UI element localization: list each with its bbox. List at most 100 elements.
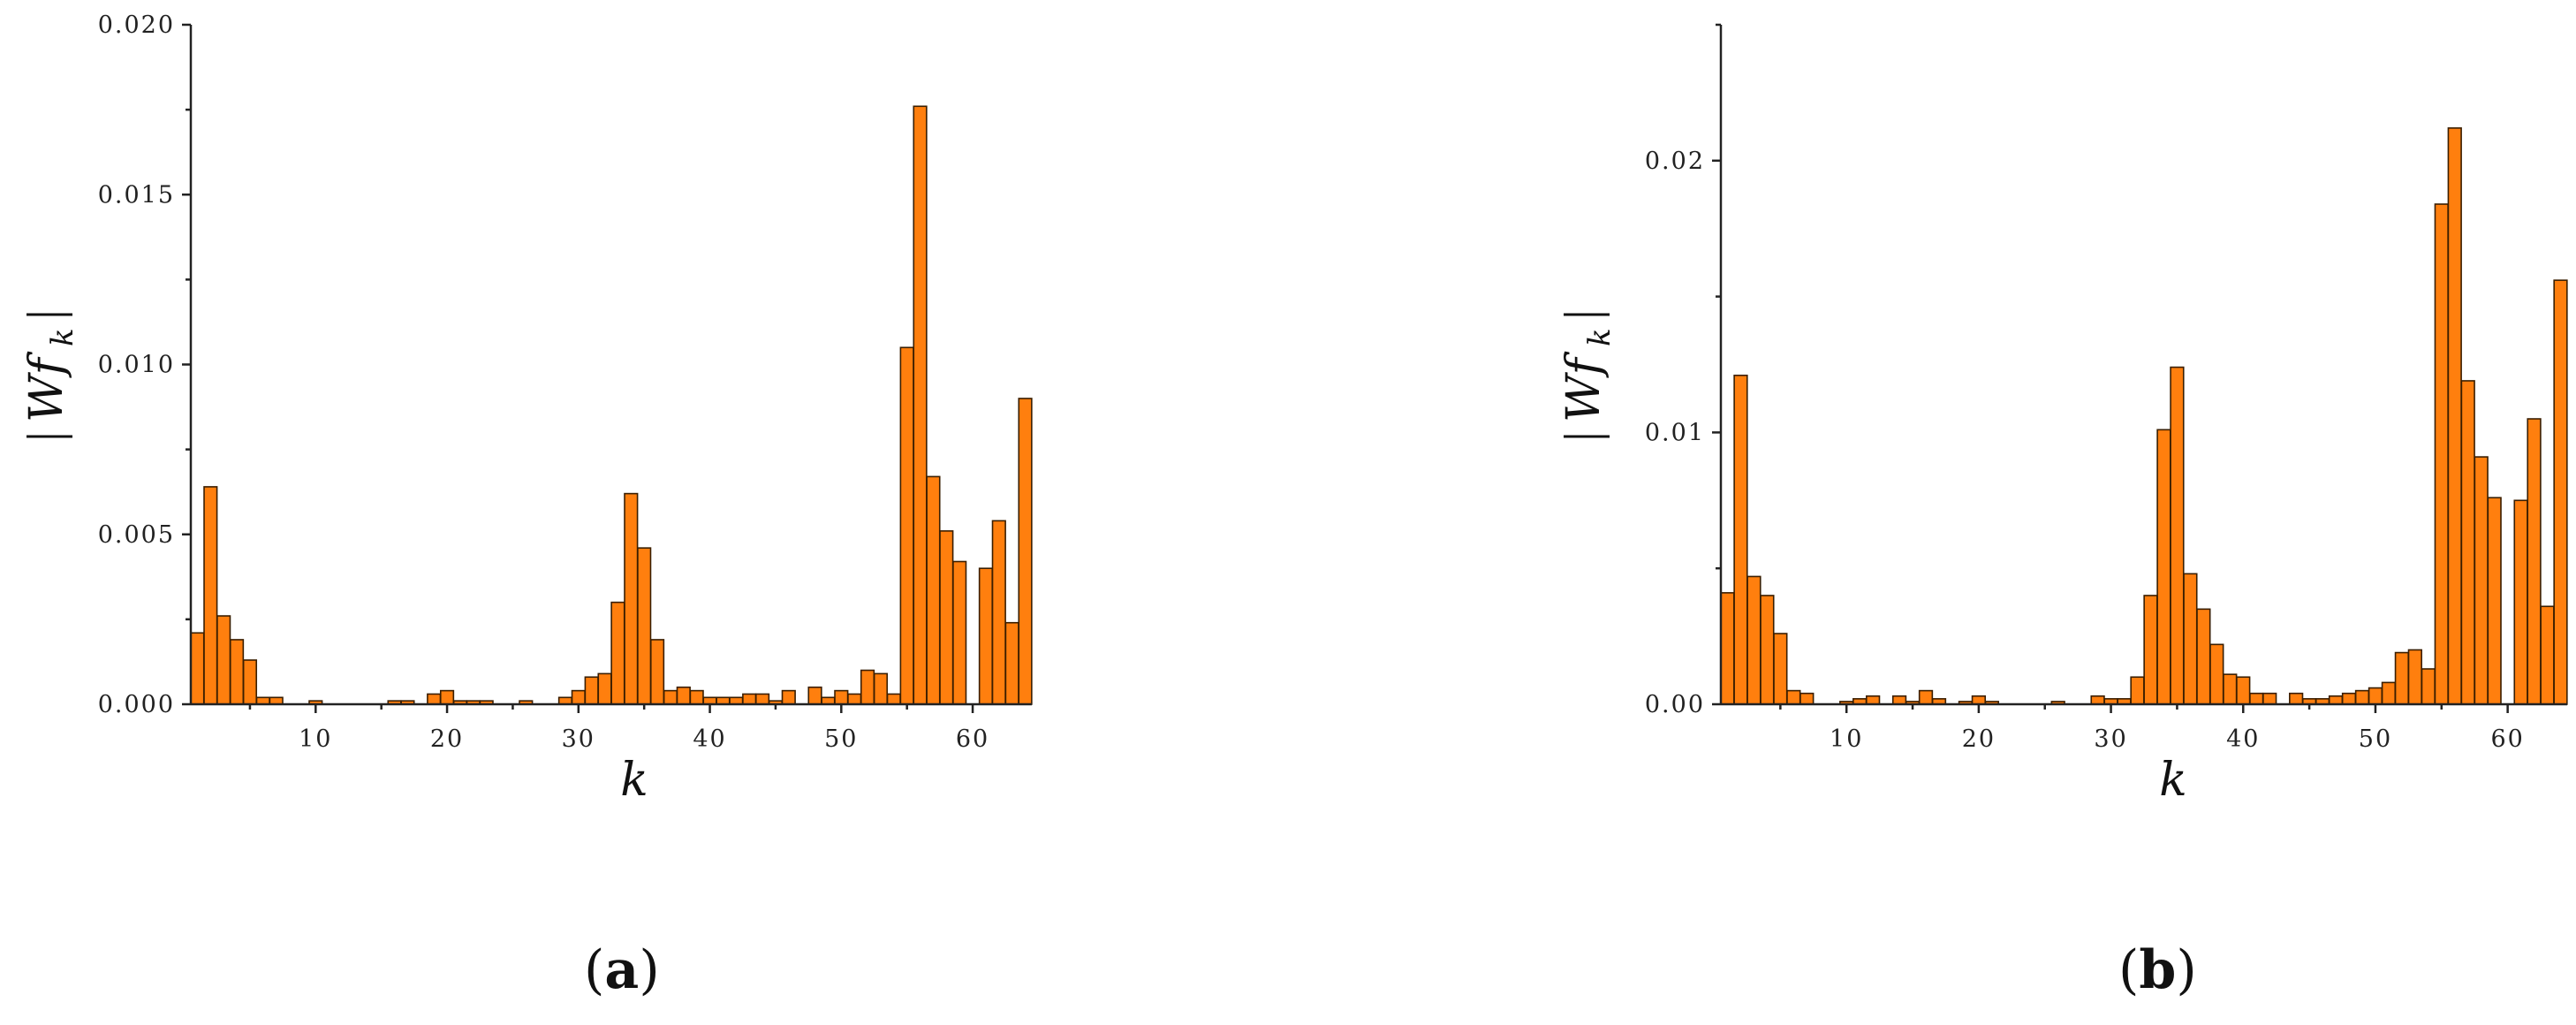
bar-k-64 [1018, 398, 1033, 705]
bar-k-44 [2289, 692, 2304, 705]
bar-k-48 [2341, 692, 2357, 705]
bar-k-56 [2447, 127, 2462, 705]
bar-k-61 [2513, 499, 2528, 705]
bar-k-6 [1786, 689, 1801, 705]
y-tick-label: 0.010 [98, 352, 175, 379]
bar-k-58 [939, 530, 954, 705]
x-tick-label: 30 [2094, 725, 2127, 753]
y-axis-title-subscript: k [1582, 328, 1618, 346]
y-axis-title: Wf k [1557, 313, 1618, 438]
panel-label-close: ) [2176, 939, 2196, 1001]
bar-k-38 [2209, 643, 2224, 705]
bar-k-50 [834, 689, 849, 705]
x-tick-label: 20 [1962, 725, 1996, 753]
x-axis-title: k [2159, 754, 2187, 807]
bar-k-2 [1733, 374, 1748, 705]
bar-k-40 [2236, 676, 2251, 705]
panel-label-letter: a [604, 939, 639, 1001]
bar-k-5 [1773, 633, 1788, 705]
bar-k-55 [899, 346, 914, 705]
x-tick-label: 10 [1830, 725, 1863, 753]
bar-k-57 [2460, 380, 2475, 705]
bar-k-14 [1891, 695, 1907, 705]
bar-k-55 [2434, 203, 2449, 705]
y-tick-label: 0.000 [98, 691, 175, 718]
bar-k-59 [952, 560, 967, 705]
bar-k-19 [427, 693, 442, 705]
bar-k-7 [1799, 692, 1815, 705]
bar-k-3 [1746, 575, 1762, 705]
x-tick-label: 60 [2490, 725, 2524, 753]
panel-b-chart: 0.00 0.01 0.02 10 20 30 40 50 60 k Wf k (b) [1557, 23, 2568, 1001]
x-axis-title: k [620, 754, 648, 807]
bar-k-41 [2249, 692, 2264, 705]
bar-k-61 [978, 567, 994, 705]
y-tick-label: 0.02 [1645, 148, 1705, 175]
bar-k-42 [2262, 692, 2277, 705]
y-tick-label: 0.00 [1645, 691, 1705, 718]
bar-k-4 [229, 639, 245, 705]
bar-k-43 [742, 693, 757, 705]
bar-k-54 [2421, 668, 2436, 705]
bar-k-4 [1760, 595, 1775, 705]
bar-k-1 [190, 632, 205, 705]
bar-k-49 [2354, 689, 2370, 705]
bar-k-33 [610, 601, 625, 705]
y-axis-title-subscript: k [45, 328, 80, 346]
bar-k-38 [676, 686, 691, 705]
y-axis-title-main: Wf [1557, 352, 1610, 422]
bar-k-50 [2368, 687, 2383, 705]
y-axis-title: Wf k [20, 313, 80, 438]
bar-k-37 [663, 689, 678, 705]
bar-k-32 [2130, 676, 2145, 705]
y-axis-title-main: Wf [20, 352, 73, 422]
x-tick-label: 20 [430, 725, 464, 753]
bar-k-20 [439, 689, 455, 705]
bar-k-34 [624, 492, 639, 705]
bar-k-44 [754, 693, 770, 705]
bar-k-35 [637, 547, 652, 705]
panel-label-open: ( [2118, 939, 2139, 1001]
bar-k-5 [242, 659, 258, 705]
panel-label-open: ( [584, 939, 604, 1001]
y-tick-label: 0.020 [98, 11, 175, 39]
bar-k-39 [689, 689, 704, 705]
bar-k-32 [597, 672, 612, 705]
bar-k-53 [2407, 649, 2422, 705]
bar-k-46 [781, 689, 796, 705]
x-tick-label: 40 [2226, 725, 2260, 753]
bar-k-34 [2156, 429, 2171, 705]
bar-k-62 [991, 520, 1006, 705]
bar-k-52 [860, 669, 875, 705]
bar-k-29 [2090, 695, 2105, 705]
bar-k-63 [2540, 605, 2555, 705]
bar-k-51 [2381, 681, 2397, 705]
bar-k-57 [926, 475, 941, 705]
panel-label: (a) [584, 939, 660, 1001]
bar-k-33 [2143, 595, 2158, 705]
bar-k-31 [584, 676, 599, 705]
x-tick-label: 40 [693, 725, 726, 753]
bar-k-54 [886, 693, 901, 705]
bar-k-51 [847, 693, 862, 705]
bar-k-59 [2487, 497, 2502, 705]
y-tick-label: 0.005 [98, 521, 175, 549]
bar-k-52 [2394, 651, 2410, 705]
bar-k-1 [1720, 592, 1735, 705]
x-tick-label: 60 [956, 725, 989, 753]
y-tick-label: 0.015 [98, 181, 175, 209]
bar-k-16 [1918, 689, 1934, 705]
panel-label-close: ) [639, 939, 659, 1001]
bar-k-2 [203, 486, 218, 705]
x-tick-label: 50 [2359, 725, 2392, 753]
bar-k-20 [1971, 695, 1987, 705]
bar-k-53 [873, 672, 889, 705]
bar-k-63 [1004, 621, 1019, 705]
bar-k-12 [1866, 695, 1881, 705]
bar-k-56 [913, 105, 928, 705]
y-tick-label: 0.01 [1645, 419, 1705, 446]
panel-label: (b) [2118, 939, 2197, 1001]
bar-k-37 [2196, 608, 2211, 705]
